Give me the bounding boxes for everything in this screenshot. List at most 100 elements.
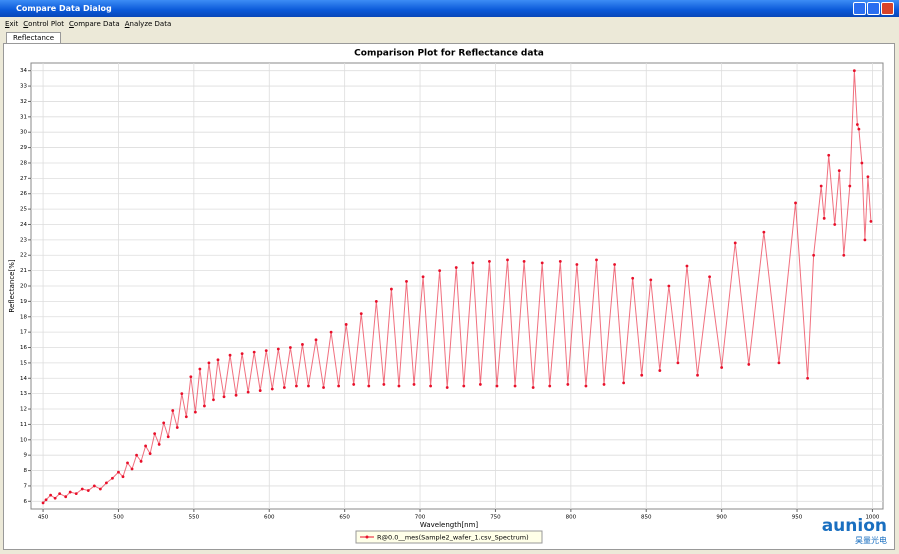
data-point	[860, 161, 864, 165]
data-point	[676, 361, 680, 365]
data-point	[126, 461, 129, 465]
data-point	[445, 386, 449, 389]
data-point	[193, 410, 197, 414]
y-tick-label: 14	[20, 376, 27, 382]
y-tick-label: 9	[24, 453, 28, 459]
data-point	[74, 492, 78, 496]
data-point	[382, 383, 386, 386]
close-button[interactable]	[881, 2, 894, 15]
data-point	[234, 393, 238, 397]
data-point	[344, 323, 348, 326]
x-tick-label: 700	[415, 515, 426, 521]
watermark-brand: aunion	[821, 516, 887, 536]
menu-item[interactable]: Compare Data	[69, 20, 120, 28]
y-tick-label: 25	[20, 207, 27, 213]
legend-box	[355, 530, 543, 544]
data-point	[295, 384, 298, 388]
data-point	[819, 184, 823, 188]
data-point	[329, 330, 333, 334]
data-point	[139, 459, 143, 463]
y-tick-label: 32	[20, 99, 27, 105]
data-point	[631, 276, 635, 280]
data-point	[866, 175, 870, 179]
x-tick-label: 900	[716, 515, 727, 521]
y-tick-label: 33	[20, 84, 27, 90]
title-bar: Compare Data Dialog	[0, 0, 899, 17]
x-tick-label: 950	[792, 515, 803, 521]
data-point	[207, 361, 211, 365]
y-tick-label: 8	[24, 468, 28, 474]
data-point	[842, 253, 846, 257]
data-point	[584, 384, 588, 388]
data-point	[747, 363, 751, 366]
y-tick-label: 11	[20, 422, 27, 428]
chart: Comparison Plot for Reflectance data Wav…	[8, 49, 884, 544]
data-point	[685, 264, 689, 268]
data-point	[252, 350, 256, 354]
menu-item[interactable]: Analyze Data	[124, 20, 172, 28]
data-point	[852, 69, 856, 73]
y-tick-label: 10	[20, 437, 27, 443]
x-tick-label: 800	[566, 515, 577, 521]
y-tick-label: 12	[20, 407, 27, 413]
y-tick-label: 20	[20, 284, 27, 290]
tab[interactable]: Reflectance	[6, 32, 62, 44]
data-point	[153, 432, 157, 436]
data-point	[203, 404, 206, 408]
data-point	[531, 386, 535, 389]
data-point	[222, 395, 226, 399]
y-tick-label: 13	[20, 391, 27, 397]
y-tick-label: 18	[20, 314, 27, 320]
data-point	[837, 169, 841, 173]
window-title: Compare Data Dialog	[16, 4, 112, 13]
data-point	[488, 259, 491, 263]
data-point	[301, 343, 304, 346]
data-point	[720, 366, 724, 369]
x-tick-label: 850	[641, 515, 652, 521]
data-point	[495, 384, 499, 388]
data-point	[566, 383, 570, 386]
y-tick-label: 23	[20, 237, 27, 243]
y-tick-label: 26	[20, 191, 27, 197]
data-point	[157, 443, 161, 446]
data-point	[869, 220, 873, 223]
data-point	[58, 492, 62, 496]
x-tick-label: 550	[189, 515, 200, 521]
data-point	[49, 493, 53, 497]
data-point	[104, 481, 108, 485]
data-point	[144, 444, 148, 448]
data-point	[359, 312, 363, 316]
data-point	[595, 258, 598, 262]
data-point	[696, 373, 699, 377]
data-point	[857, 127, 861, 131]
data-point	[540, 261, 544, 265]
data-point	[812, 253, 816, 257]
menu-item[interactable]: Control Plot	[23, 20, 65, 28]
y-tick-label: 6	[24, 499, 28, 505]
y-tick-label: 7	[24, 483, 28, 489]
data-point	[180, 392, 184, 396]
data-point	[246, 390, 250, 394]
data-point	[240, 352, 244, 356]
data-point	[189, 375, 193, 379]
data-point	[478, 383, 482, 386]
data-point	[337, 384, 341, 388]
data-point	[522, 259, 526, 263]
menu-item[interactable]: Exit	[5, 20, 19, 28]
minimize-button[interactable]	[853, 2, 866, 15]
maximize-button[interactable]	[867, 2, 880, 15]
data-point	[405, 279, 408, 283]
data-point	[171, 409, 175, 412]
x-tick-label: 650	[339, 515, 350, 521]
y-tick-label: 31	[20, 114, 27, 120]
chart-panel: Comparison Plot for Reflectance data Wav…	[3, 43, 895, 550]
data-point	[429, 384, 433, 388]
data-point	[270, 387, 274, 391]
watermark-subtitle: 昊量光电	[855, 536, 887, 545]
data-point	[513, 384, 517, 388]
data-point	[667, 284, 671, 288]
data-point	[412, 383, 416, 386]
data-point	[658, 369, 662, 372]
x-tick-label: 450	[38, 515, 49, 521]
